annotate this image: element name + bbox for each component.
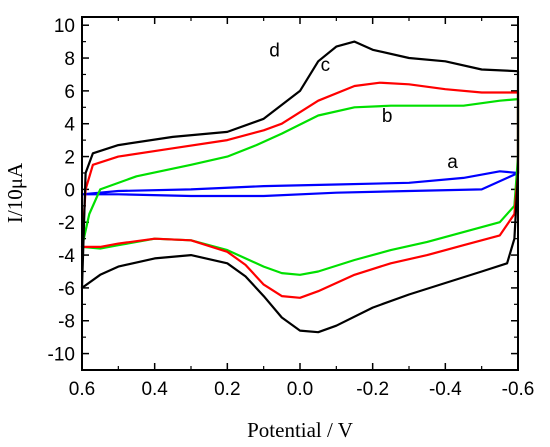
series-line-c <box>80 81 520 299</box>
x-tick-label: 0.6 <box>69 379 95 400</box>
series-layer <box>80 40 520 334</box>
y-tick-label: 8 <box>64 49 75 70</box>
y-tick-label: -6 <box>58 279 75 300</box>
x-tick-label: -0.2 <box>356 379 389 400</box>
y-tick-label: 0 <box>64 180 75 201</box>
y-tick-label: -8 <box>58 312 75 333</box>
y-tick-label: -2 <box>58 213 75 234</box>
curve-label-c: c <box>321 55 331 76</box>
curve-label-b: b <box>382 106 393 127</box>
x-tick-labels: 0.6 0.4 0.2 0.0 -0.2 -0.4 -0.6 <box>69 379 535 400</box>
y-tick-label: 10 <box>54 16 75 37</box>
y-tick-label: -4 <box>58 246 75 267</box>
curve-labels: a b c d <box>269 40 458 173</box>
curve-label-a: a <box>447 152 458 173</box>
x-tick-label: 0.2 <box>214 379 240 400</box>
plot-frame <box>81 16 519 371</box>
x-tick-label: -0.6 <box>502 379 535 400</box>
x-axis-title: Potential / V <box>247 418 353 442</box>
y-tick-label: 6 <box>64 82 75 103</box>
y-tick-label: -10 <box>48 345 75 366</box>
y-tick-labels: 10 8 6 4 2 0 -2 -4 -6 -8 -10 <box>48 16 76 365</box>
x-tick-label: 0.0 <box>287 379 313 400</box>
y-axis-title: I/10μA <box>3 162 27 223</box>
y-tick-label: 2 <box>64 148 75 169</box>
series-line-a <box>80 170 520 198</box>
y-tick-label: 4 <box>64 115 75 136</box>
curve-label-d: d <box>269 40 280 61</box>
series-line-d <box>80 40 520 334</box>
x-tick-label: -0.4 <box>429 379 462 400</box>
x-tick-label: 0.4 <box>141 379 168 400</box>
